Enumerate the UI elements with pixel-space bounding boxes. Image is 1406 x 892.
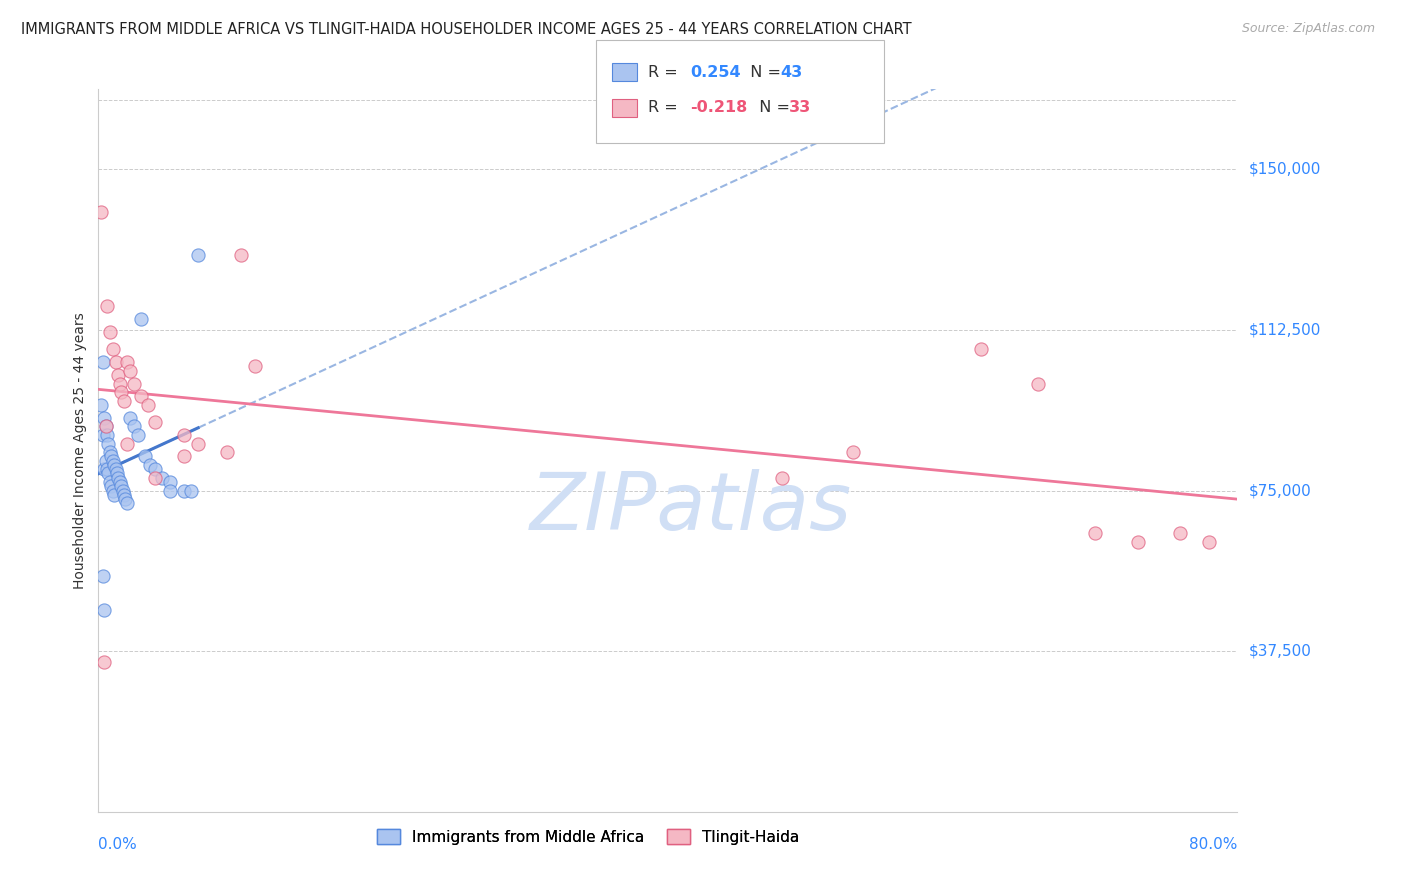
Point — [90, 398, 112, 412]
Point — [122, 376, 145, 391]
Point — [138, 458, 160, 472]
Point — [145, 415, 167, 429]
Point — [118, 364, 141, 378]
Text: R =: R = — [648, 101, 683, 115]
Point — [93, 655, 115, 669]
Point — [118, 410, 141, 425]
Point — [1026, 376, 1049, 391]
Text: 80.0%: 80.0% — [1189, 837, 1237, 852]
Point — [173, 450, 195, 464]
Point — [842, 445, 865, 459]
Point — [94, 419, 117, 434]
Point — [115, 436, 138, 450]
Point — [110, 385, 132, 400]
Point — [111, 483, 134, 498]
Point — [229, 248, 252, 262]
Point — [1084, 526, 1107, 541]
Point — [173, 483, 195, 498]
Point — [159, 475, 181, 489]
Point — [114, 492, 136, 507]
Point — [93, 462, 115, 476]
Text: -0.218: -0.218 — [690, 101, 748, 115]
Point — [97, 436, 120, 450]
Point — [101, 453, 124, 467]
Point — [101, 483, 124, 498]
Point — [98, 445, 121, 459]
Point — [173, 428, 195, 442]
Point — [93, 603, 115, 617]
Text: N =: N = — [749, 101, 796, 115]
Point — [110, 479, 132, 493]
Text: ZIPatlas: ZIPatlas — [530, 469, 852, 548]
Point — [98, 475, 121, 489]
Legend: Immigrants from Middle Africa, Tlingit-Haida: Immigrants from Middle Africa, Tlingit-H… — [371, 823, 806, 851]
Text: R =: R = — [648, 65, 683, 79]
Point — [187, 248, 209, 262]
Text: 43: 43 — [780, 65, 803, 79]
Point — [108, 376, 131, 391]
Point — [103, 488, 125, 502]
Point — [104, 462, 127, 476]
Point — [90, 205, 112, 219]
Point — [97, 467, 120, 481]
Point — [108, 475, 131, 489]
Text: $112,500: $112,500 — [1249, 323, 1320, 337]
Point — [112, 393, 135, 408]
Point — [96, 428, 118, 442]
Point — [145, 462, 167, 476]
Text: IMMIGRANTS FROM MIDDLE AFRICA VS TLINGIT-HAIDA HOUSEHOLDER INCOME AGES 25 - 44 Y: IMMIGRANTS FROM MIDDLE AFRICA VS TLINGIT… — [21, 22, 911, 37]
Text: N =: N = — [740, 65, 786, 79]
Point — [105, 467, 128, 481]
Y-axis label: Householder Income Ages 25 - 44 years: Householder Income Ages 25 - 44 years — [73, 312, 87, 589]
Point — [243, 359, 266, 374]
Text: 0.254: 0.254 — [690, 65, 741, 79]
Point — [115, 496, 138, 510]
Point — [134, 450, 156, 464]
Point — [100, 479, 122, 493]
Point — [107, 368, 129, 382]
Text: 0.0%: 0.0% — [98, 837, 138, 852]
Point — [100, 450, 122, 464]
Point — [91, 355, 114, 369]
Point — [1126, 535, 1149, 549]
Text: $75,000: $75,000 — [1249, 483, 1312, 498]
Point — [1170, 526, 1192, 541]
Point — [1198, 535, 1220, 549]
Point — [122, 419, 145, 434]
Point — [112, 488, 135, 502]
Point — [91, 428, 114, 442]
Point — [103, 458, 125, 472]
Point — [129, 389, 152, 403]
Text: $150,000: $150,000 — [1249, 162, 1320, 177]
Point — [93, 410, 115, 425]
Point — [136, 398, 159, 412]
Point — [187, 436, 209, 450]
Point — [91, 569, 114, 583]
Point — [970, 343, 993, 357]
Point — [98, 325, 121, 339]
Point — [145, 471, 167, 485]
Point — [107, 471, 129, 485]
Point — [94, 453, 117, 467]
Text: Source: ZipAtlas.com: Source: ZipAtlas.com — [1241, 22, 1375, 36]
Point — [159, 483, 181, 498]
Point — [101, 343, 124, 357]
Point — [127, 428, 149, 442]
Point — [152, 471, 174, 485]
Point — [115, 355, 138, 369]
Text: 33: 33 — [789, 101, 811, 115]
Point — [96, 300, 118, 314]
Point — [96, 462, 118, 476]
Point — [104, 355, 127, 369]
Point — [94, 419, 117, 434]
Point — [129, 312, 152, 326]
Point — [215, 445, 238, 459]
Point — [180, 483, 202, 498]
Text: $37,500: $37,500 — [1249, 644, 1312, 658]
Point — [770, 471, 793, 485]
